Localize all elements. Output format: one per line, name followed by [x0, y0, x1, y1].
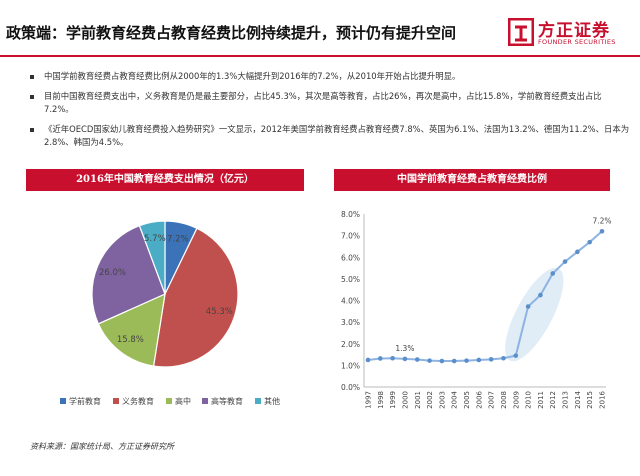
- pie-data-label: 7.2%: [167, 235, 189, 245]
- logo-text-en: FOUNDER SECURITIES: [538, 38, 616, 46]
- x-tick-label: 2005: [463, 391, 471, 409]
- y-tick-label: 8.0%: [341, 210, 360, 219]
- data-point: [562, 259, 568, 264]
- legend-item: 高中: [166, 396, 191, 406]
- x-tick-label: 2006: [475, 390, 483, 408]
- series-line: [367, 230, 603, 363]
- data-point: [414, 357, 420, 362]
- bullet-item: 《近年OECD国家幼儿教育经费投入趋势研究》一文显示，2012年美国学前教育经费…: [30, 123, 630, 149]
- bullet-item: 中国学前教育经费占教育经费比例从2000年的1.3%大幅提升到2016年的7.2…: [30, 70, 630, 83]
- legend-item: 高等教育: [202, 396, 243, 406]
- x-tick-label: 2011: [537, 391, 545, 409]
- data-point: [464, 358, 469, 363]
- y-tick-label: 4.0%: [341, 297, 360, 306]
- pie-data-label: 26.0%: [99, 268, 126, 278]
- legend-label: 学前教育: [69, 396, 101, 406]
- legend-item: 其他: [255, 396, 280, 406]
- data-point: [390, 355, 395, 361]
- pie-data-label: 45.3%: [206, 307, 233, 317]
- x-tick-label: 2010: [525, 391, 533, 409]
- highlight-ellipse: [505, 267, 564, 362]
- x-tick-label: 2014: [574, 390, 582, 408]
- legend-item: 义务教育: [113, 396, 154, 406]
- line-chart: 0.0% 1.0% 2.0% 3.0% 4.0% 5.0% 6.0% 7.0% 8.0% 1997…: [341, 210, 612, 409]
- data-annotation: 7.2%: [592, 216, 611, 225]
- legend-swatch: [113, 398, 119, 404]
- data-point: [525, 304, 531, 309]
- y-tick-label: 2.0%: [341, 340, 360, 349]
- y-tick-label: 5.0%: [341, 275, 360, 284]
- bullet-item: 目前中国教育经费支出中，义务教育是仍是最主要部分，占比45.3%，其次是高等教育…: [30, 90, 630, 116]
- legend-swatch: [60, 398, 66, 404]
- bullet-list: 中国学前教育经费占教育经费比例从2000年的1.3%大幅提升到2016年的7.2…: [30, 70, 630, 156]
- data-point: [439, 358, 445, 364]
- logo-text-cn: 方正证券: [538, 21, 610, 41]
- data-point: [587, 239, 592, 245]
- pie-data-label: 15.8%: [117, 335, 144, 345]
- y-tick-label: 0.0%: [341, 383, 360, 392]
- data-point: [575, 249, 580, 255]
- data-point: [402, 356, 408, 362]
- legend-swatch: [202, 398, 208, 404]
- legend-label: 高等教育: [211, 396, 243, 406]
- founder-logo: 方正证券 FOUNDER SECURITIES: [508, 14, 636, 54]
- y-tick-label: 6.0%: [341, 253, 360, 262]
- legend-item: 学前教育: [60, 396, 101, 406]
- x-tick-label: 2003: [438, 391, 446, 409]
- data-point: [378, 356, 383, 361]
- pie-chart-title: 2016年中国教育经费支出情况（亿元）: [26, 169, 304, 191]
- x-tick-label: 2016: [599, 390, 607, 408]
- x-tick-label: 2001: [414, 391, 422, 409]
- legend-swatch: [166, 398, 172, 404]
- x-tick-label: 2015: [586, 391, 594, 409]
- data-annotation: 1.3%: [395, 344, 414, 353]
- pie-slice: [97, 292, 166, 367]
- pie-slice: [138, 220, 166, 295]
- data-point: [476, 357, 482, 363]
- legend-label: 高中: [175, 396, 191, 406]
- x-tick-label: 2012: [549, 391, 557, 409]
- data-point: [451, 358, 457, 364]
- header: 政策端：学前教育经费占教育经费比例持续提升，预计仍有提升空间 方正证券 FOUN…: [0, 0, 640, 56]
- x-tick-label: 1998: [377, 391, 385, 409]
- x-tick-label: 2008: [500, 391, 508, 409]
- x-tick-label: 1999: [389, 391, 397, 409]
- data-point: [501, 355, 506, 361]
- legend-label: 其他: [264, 396, 280, 406]
- x-tick-label: 2007: [488, 391, 496, 409]
- pie-slice: [91, 224, 166, 325]
- page-title: 政策端：学前教育经费占教育经费比例持续提升，预计仍有提升空间: [6, 24, 457, 42]
- data-point: [550, 271, 556, 276]
- pie-slice: [152, 227, 239, 368]
- founder-logo-icon: [508, 18, 534, 46]
- x-tick-label: 1997: [365, 391, 373, 409]
- source-note: 资料来源：国家统计局、方正证券研究所: [30, 442, 174, 451]
- pie-data-label: 5.7%: [144, 234, 166, 244]
- pie-chart: 7.2% 45.3% 15.8% 26.0% 5.7% 学前教育 义务教育 高中 高等教育 其他: [60, 220, 280, 406]
- header-rule: [0, 55, 640, 57]
- data-point: [599, 229, 605, 234]
- x-tick-label: 2000: [401, 391, 409, 409]
- x-tick-label: 2004: [451, 390, 459, 408]
- x-tick-label: 2009: [512, 391, 520, 409]
- data-point: [427, 358, 432, 363]
- data-point: [513, 353, 519, 358]
- y-tick-label: 7.0%: [341, 232, 360, 241]
- data-point: [365, 357, 371, 363]
- line-chart-title: 中国学前教育经费占教育经费比例: [334, 169, 610, 191]
- legend-swatch: [255, 398, 261, 404]
- data-point: [488, 357, 494, 362]
- x-tick-label: 2002: [426, 391, 434, 409]
- data-point: [538, 292, 543, 298]
- x-tick-label: 2013: [562, 391, 570, 409]
- y-tick-label: 3.0%: [341, 318, 360, 327]
- legend-label: 义务教育: [122, 396, 154, 406]
- y-tick-label: 1.0%: [341, 361, 360, 370]
